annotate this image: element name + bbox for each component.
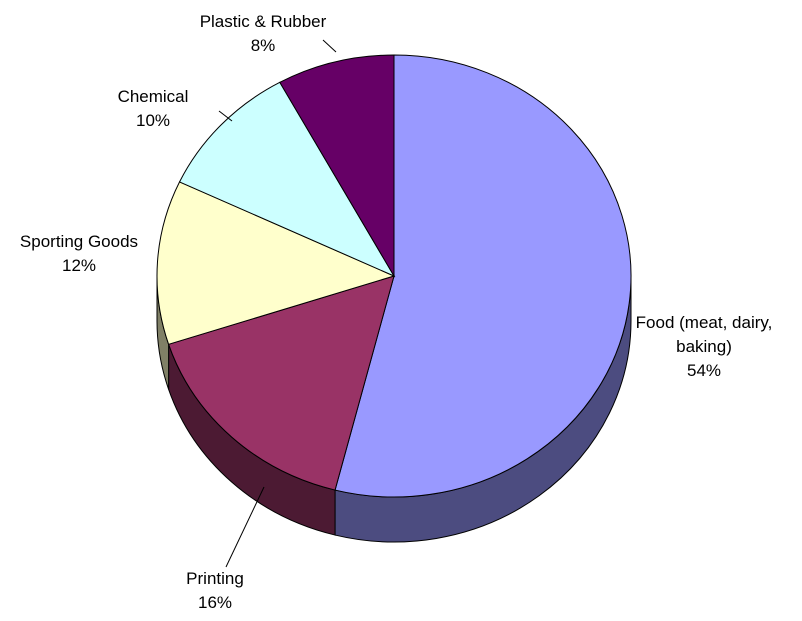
slice-label-3: Chemical 10% xyxy=(118,87,189,130)
pie-slice-1 xyxy=(167,275,395,491)
slice-percent-1: 16% xyxy=(198,593,232,612)
slice-name-0-0: Food (meat, dairy, xyxy=(636,313,773,332)
slice-label-1: Printing 16% xyxy=(186,569,244,612)
pie-slice-3 xyxy=(178,81,396,278)
slice-name-3-0: Chemical xyxy=(118,87,189,106)
pie-slice-2 xyxy=(156,181,396,345)
slice-label-4: Plastic & Rubber 8% xyxy=(200,12,327,55)
leader-line-3 xyxy=(218,110,233,122)
slice-label-0: Food (meat, dairy, baking) 54% xyxy=(636,313,773,380)
slice-name-2-0: Sporting Goods xyxy=(20,232,138,251)
slice-percent-0: 54% xyxy=(687,361,721,380)
pie-slice-0 xyxy=(334,54,632,498)
slice-percent-4: 8% xyxy=(251,36,276,55)
slice-percent-2: 12% xyxy=(62,256,96,275)
slice-name-0-1: baking) xyxy=(676,337,732,356)
slice-percent-3: 10% xyxy=(136,111,170,130)
slice-name-1-0: Printing xyxy=(186,569,244,588)
slice-name-4-0: Plastic & Rubber xyxy=(200,12,327,31)
leader-line-4 xyxy=(322,39,337,53)
leader-line-1 xyxy=(225,486,265,568)
pie-slice-4 xyxy=(279,54,395,278)
slice-label-2: Sporting Goods 12% xyxy=(20,232,138,275)
